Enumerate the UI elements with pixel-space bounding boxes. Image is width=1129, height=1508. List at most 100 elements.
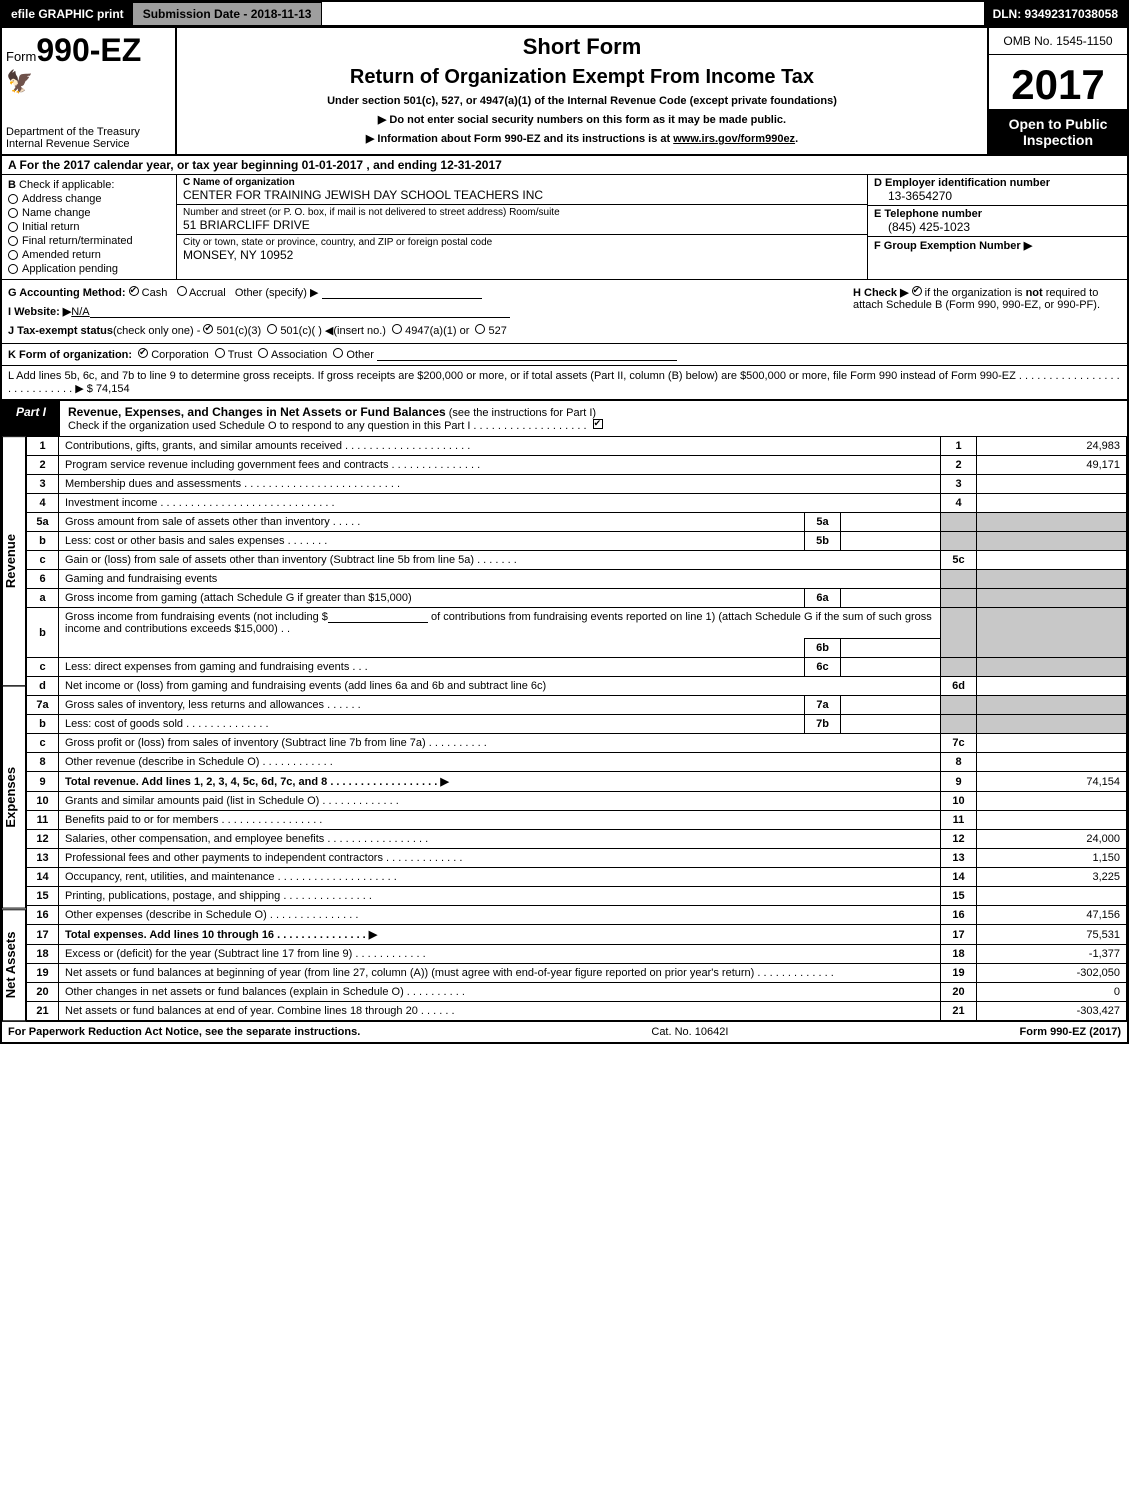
amt-num: 12 <box>941 830 977 849</box>
radio-527-icon[interactable] <box>475 324 485 334</box>
row-a-begin: 01-01-2017 <box>302 158 363 172</box>
line-5b: b Less: cost or other basis and sales ex… <box>27 532 1127 551</box>
chk-final-return[interactable]: Final return/terminated <box>8 235 170 247</box>
top-bar: efile GRAPHIC print Submission Date - 20… <box>2 2 1127 26</box>
line-num: 17 <box>27 925 59 945</box>
header-mid: Short Form Return of Organization Exempt… <box>177 28 987 154</box>
c-city-label: City or town, state or province, country… <box>183 237 861 248</box>
line-num: d <box>27 677 59 696</box>
radio-accrual-icon[interactable] <box>177 286 187 296</box>
line-text: Total revenue. Add lines 1, 2, 3, 4, 5c,… <box>59 772 941 792</box>
form-footer: For Paperwork Reduction Act Notice, see … <box>2 1021 1127 1042</box>
radio-h-icon[interactable] <box>912 286 922 296</box>
line-text: Other changes in net assets or fund bala… <box>59 983 941 1002</box>
g-other-input[interactable] <box>322 287 482 299</box>
line-text: Gross amount from sale of assets other t… <box>59 513 805 532</box>
amt-num: 21 <box>941 1002 977 1021</box>
i-blank <box>90 306 510 318</box>
line-10: 10 Grants and similar amounts paid (list… <box>27 792 1127 811</box>
amt-num-shaded <box>941 696 977 715</box>
radio-assoc-icon[interactable] <box>258 348 268 358</box>
part1-header: Part I Revenue, Expenses, and Changes in… <box>2 399 1127 436</box>
amt-val <box>977 887 1127 906</box>
amt-num: 15 <box>941 887 977 906</box>
radio-corp-icon[interactable] <box>138 348 148 358</box>
dln-label: DLN: 93492317038058 <box>984 2 1127 26</box>
subsection-text: Under section 501(c), 527, or 4947(a)(1)… <box>187 95 977 107</box>
i-value: N/A <box>71 306 89 318</box>
part1-tag: Part I <box>2 401 60 436</box>
line-num: 4 <box>27 494 59 513</box>
sub-val <box>841 715 941 734</box>
b-letter: B <box>8 179 16 191</box>
info-link-line: ▶ Information about Form 990-EZ and its … <box>187 132 977 145</box>
open-to-public: Open to Public Inspection <box>989 110 1127 154</box>
k-o4: Other <box>346 349 374 361</box>
c-city-block: City or town, state or province, country… <box>177 235 867 264</box>
section-labels-col: Revenue Expenses Net Assets <box>2 436 26 1021</box>
c-addr-block: Number and street (or P. O. box, if mail… <box>177 205 867 235</box>
line-num: b <box>27 715 59 734</box>
b-check-if: Check if applicable: <box>19 179 114 191</box>
radio-4947-icon[interactable] <box>392 324 402 334</box>
line-num: 2 <box>27 456 59 475</box>
line-text: Printing, publications, postage, and shi… <box>59 887 941 906</box>
amt-val: 47,156 <box>977 906 1127 925</box>
chk-application-pending[interactable]: Application pending <box>8 263 170 275</box>
amt-val <box>977 734 1127 753</box>
row-a-end: 12-31-2017 <box>440 158 501 172</box>
amt-val <box>977 551 1127 570</box>
g-accrual: Accrual <box>189 287 226 299</box>
chk-amended-return[interactable]: Amended return <box>8 249 170 261</box>
line-num: 7a <box>27 696 59 715</box>
line-17-bold: Total expenses. Add lines 10 through 16 … <box>65 929 377 941</box>
6b-blank[interactable] <box>328 611 428 623</box>
line-text-blank <box>59 639 805 658</box>
line-text: Benefits paid to or for members . . . . … <box>59 811 941 830</box>
efile-print-button[interactable]: efile GRAPHIC print <box>2 2 133 26</box>
line-text: Gaming and fundraising events <box>59 570 941 589</box>
line-num: 20 <box>27 983 59 1002</box>
chk-name-change[interactable]: Name change <box>8 207 170 219</box>
chk-initial-return[interactable]: Initial return <box>8 221 170 233</box>
k-o2: Trust <box>228 349 253 361</box>
form-990ez-container: efile GRAPHIC print Submission Date - 20… <box>0 0 1129 1044</box>
header-row: Form990-EZ 🦅 Department of the Treasury … <box>2 26 1127 154</box>
radio-trust-icon[interactable] <box>215 348 225 358</box>
line-text: Grants and similar amounts paid (list in… <box>59 792 941 811</box>
amt-num: 8 <box>941 753 977 772</box>
line-text: Other revenue (describe in Schedule O) .… <box>59 753 941 772</box>
ghij-left: G Accounting Method: Cash Accrual Other … <box>2 280 847 343</box>
j-o3: 4947(a)(1) or <box>405 325 469 337</box>
radio-cash-icon[interactable] <box>129 286 139 296</box>
radio-other-icon[interactable] <box>333 348 343 358</box>
radio-501c-icon[interactable] <box>267 324 277 334</box>
k-label: K Form of organization: <box>8 349 132 361</box>
amt-num-shaded <box>941 532 977 551</box>
chk-address-change[interactable]: Address change <box>8 193 170 205</box>
row-a-tax-year: A For the 2017 calendar year, or tax yea… <box>2 154 1127 174</box>
label-netassets: Net Assets <box>2 909 26 1021</box>
line-text: Net assets or fund balances at beginning… <box>59 964 941 983</box>
i-label: I Website: ▶ <box>8 306 71 318</box>
line-12: 12 Salaries, other compensation, and emp… <box>27 830 1127 849</box>
submission-date-button[interactable]: Submission Date - 2018-11-13 <box>133 2 323 26</box>
k-other-input[interactable] <box>377 349 677 361</box>
radio-501c3-icon[interactable] <box>203 324 213 334</box>
checkbox-schedule-o-icon[interactable] <box>593 419 603 429</box>
irs-link[interactable]: www.irs.gov/form990ez <box>673 133 795 145</box>
line-text: Gross income from gaming (attach Schedul… <box>59 589 805 608</box>
amt-val <box>977 475 1127 494</box>
sub-num: 5a <box>805 513 841 532</box>
chk-label: Amended return <box>22 249 101 261</box>
line-num: 13 <box>27 849 59 868</box>
line-text: Occupancy, rent, utilities, and maintena… <box>59 868 941 887</box>
section-f: F Group Exemption Number ▶ <box>868 237 1127 254</box>
line-9-bold: Total revenue. Add lines 1, 2, 3, 4, 5c,… <box>65 776 449 788</box>
sub-val <box>841 658 941 677</box>
6b-t1: Gross income from fundraising events (no… <box>65 611 328 623</box>
amt-val-shaded <box>977 608 1127 639</box>
pra-notice: For Paperwork Reduction Act Notice, see … <box>8 1026 360 1038</box>
line-6a: a Gross income from gaming (attach Sched… <box>27 589 1127 608</box>
line-num: 18 <box>27 945 59 964</box>
